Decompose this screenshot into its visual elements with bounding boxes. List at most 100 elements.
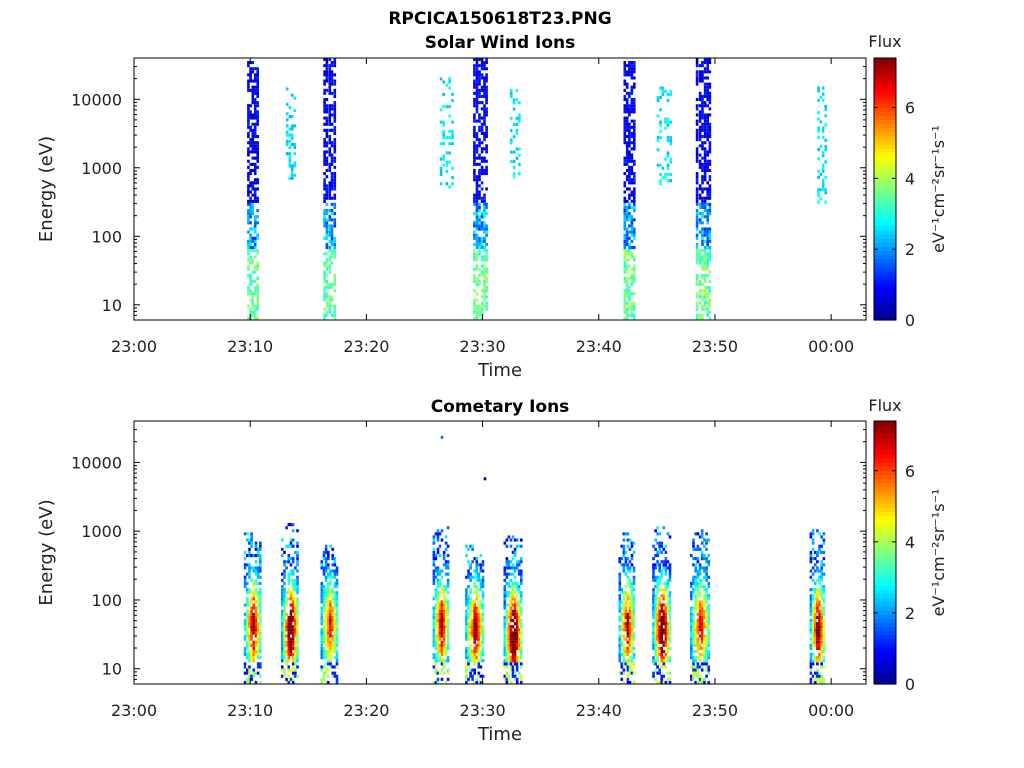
flux-cell [469,671,472,675]
flux-cell [708,122,712,126]
flux-cell [479,581,483,585]
flux-cell [668,569,672,573]
flux-cell [690,615,693,619]
flux-cell [325,267,329,271]
flux-cell [690,634,693,638]
flux-cell [814,659,817,663]
flux-cell [324,591,328,595]
flux-cell [618,653,622,657]
flux-cell [432,578,436,582]
flux-cell [628,196,631,200]
flux-cell [322,600,326,604]
flux-cell [817,191,820,195]
flux-cell [446,544,450,548]
flux-cell [512,101,516,105]
flux-cell [438,615,442,619]
flux-cell [475,255,479,259]
flux-cell [333,671,337,675]
flux-cell [325,159,329,163]
flux-cell [694,575,697,579]
flux-cell [333,116,337,120]
flux-cell [281,554,284,558]
flux-cell [652,674,655,678]
flux-cell [630,557,634,561]
flux-cell [809,588,813,592]
flux-cell [695,138,699,142]
flux-cell [628,634,632,638]
flux-cell [249,236,252,240]
flux-cell [656,612,659,616]
flux-cell [288,115,292,119]
flux-cell [444,615,448,619]
flux-cell [622,554,626,558]
flux-cell [656,532,659,536]
flux-cell [698,64,702,68]
flux-cell [469,619,472,623]
flux-cell [628,113,631,117]
flux-cell [708,128,712,132]
flux-cell [511,581,515,585]
flux-cell [511,656,515,660]
flux-cell [660,550,664,554]
flux-cell [328,307,332,311]
flux-cell [248,659,251,663]
flux-cell [625,209,629,213]
flux-cell [703,279,707,283]
flux-cell [628,181,631,185]
flux-cell [503,665,507,669]
flux-cell [432,572,436,576]
flux-cell [814,674,817,678]
flux-cell [507,535,511,539]
flux-cell [690,628,693,632]
flux-cell [625,64,629,68]
flux-cell [446,566,450,570]
flux-cell [288,127,292,131]
flux-cell [656,665,659,669]
flux-cell [249,255,252,259]
flux-cell [623,184,627,188]
flux-cell [505,640,509,644]
flux-cell [658,668,661,672]
flux-cell [664,637,668,641]
flux-cell [479,631,483,635]
flux-cell [247,221,250,225]
flux-cell [622,606,626,610]
flux-cell [475,569,479,573]
flux-cell [618,560,622,564]
flux-cell [291,560,295,564]
flux-cell [814,628,817,632]
colorbar-segment [874,74,896,80]
flux-cell [654,609,657,613]
flux-cell [256,181,259,185]
flux-cell [478,304,481,308]
flux-cell [707,612,711,616]
flux-cell [287,554,291,558]
flux-cell [335,637,339,641]
flux-cell [652,662,655,666]
flux-cell [701,249,704,253]
flux-cell [509,643,513,647]
flux-cell [254,640,258,644]
flux-cell [703,209,707,213]
flux-cell [252,591,256,595]
flux-cell [325,246,329,250]
flux-cell [322,585,326,589]
flux-cell [703,643,706,647]
flux-cell [473,680,476,684]
flux-cell [473,128,476,132]
flux-cell [446,677,450,681]
flux-cell [333,597,337,601]
flux-cell [654,554,657,558]
flux-cell [656,581,659,585]
flux-cell [668,631,672,635]
flux-cell [254,554,258,558]
flux-cell [814,591,817,595]
flux-cell [248,674,251,678]
flux-cell [333,572,337,576]
flux-cell [448,86,451,90]
flux-cell [701,316,704,320]
flux-cell [625,252,629,256]
flux-cell [247,187,250,191]
flux-cell [505,560,509,564]
flux-cell [626,569,630,573]
